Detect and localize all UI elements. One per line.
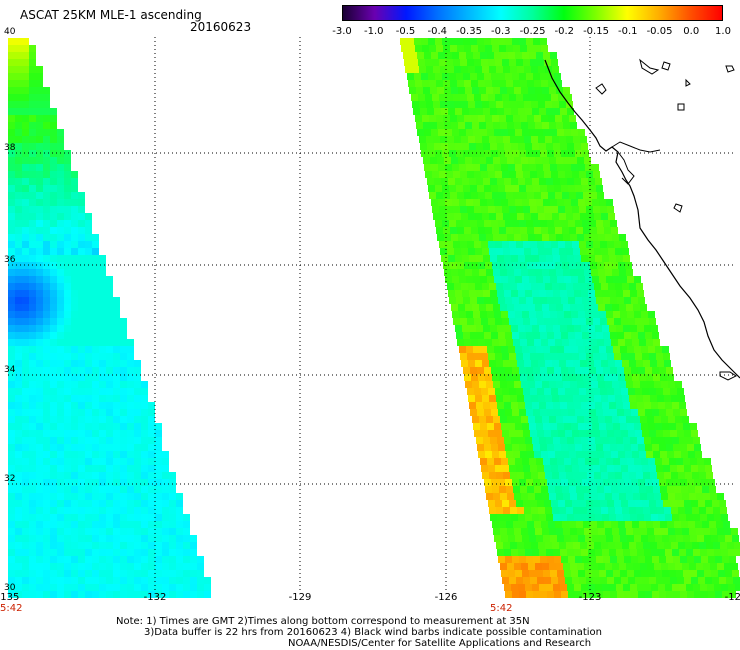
latitude-tick: 30 (4, 583, 16, 593)
time-label-right: 5:42 (490, 603, 513, 614)
color-scale-tick: -0.2 (554, 26, 575, 37)
longitude-tick: -132 (143, 592, 167, 603)
note-line-2: 3)Data buffer is 22 hrs from 20160623 4)… (144, 627, 602, 638)
swath-left (8, 38, 211, 598)
map-title: ASCAT 25KM MLE-1 ascending (20, 8, 202, 22)
map-gridlines (8, 37, 736, 593)
color-scale-tick: -0.5 (395, 26, 416, 37)
longitude-tick: -120 (724, 592, 740, 603)
color-scale-tick: -1.0 (363, 26, 384, 37)
latitude-tick: 40 (4, 27, 16, 37)
coastline (544, 58, 740, 381)
color-scale-bar (342, 5, 723, 21)
color-scale-tick: -0.4 (427, 26, 448, 37)
latitude-tick: 36 (4, 255, 16, 265)
latitude-tick: 38 (4, 143, 16, 153)
color-scale-tick: -0.25 (519, 26, 546, 37)
color-scale-tick: 1.0 (715, 26, 731, 37)
color-scale-tick: -0.3 (490, 26, 511, 37)
color-scale-tick: -0.35 (456, 26, 482, 37)
latitude-tick: 34 (4, 365, 16, 375)
swath-right (400, 38, 740, 598)
color-scale-tick: -0.15 (583, 26, 609, 37)
color-scale-tick: -0.1 (617, 26, 638, 37)
note-line-3: NOAA/NESDIS/Center for Satellite Applica… (288, 638, 592, 649)
color-scale-tick: -0.05 (646, 26, 673, 37)
longitude-tick: -135 (0, 592, 20, 603)
map-date: 20160623 (190, 20, 252, 34)
longitude-tick: -129 (288, 592, 312, 603)
longitude-tick: -126 (434, 592, 458, 603)
color-scale-tick: -3.0 (332, 26, 352, 37)
color-scale-tick: 0.0 (683, 26, 700, 37)
longitude-tick: -123 (578, 592, 602, 603)
note-line-1: Note: 1) Times are GMT 2)Times along bot… (116, 616, 530, 627)
time-label-left: 5:42 (0, 603, 23, 614)
latitude-tick: 32 (4, 474, 16, 484)
